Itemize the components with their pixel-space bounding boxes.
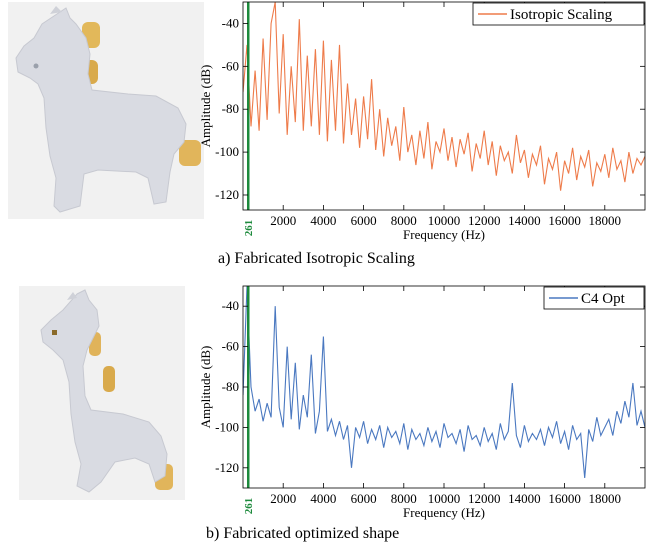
legend-box: [543, 286, 645, 310]
x-axis-label: Frequency (Hz): [403, 227, 485, 242]
y-tick-label: -100: [215, 419, 239, 434]
caption-a: a) Fabricated Isotropic Scaling: [218, 250, 415, 267]
x-tick-label: 10000: [428, 213, 461, 228]
x-tick-label: 16000: [548, 491, 581, 506]
series-line-0: [243, 286, 645, 478]
plot-frame: [242, 285, 646, 489]
y-tick-label: -60: [222, 339, 239, 354]
y-tick-label: -80: [222, 101, 239, 116]
legend-label: Isotropic Scaling: [510, 7, 613, 23]
x-tick-label: 8000: [391, 491, 417, 506]
x-tick-label: 18000: [589, 213, 622, 228]
x-tick-label: 6000: [351, 213, 377, 228]
y-axis-label: Amplitude (dB): [198, 65, 213, 148]
x-tick-label: 6000: [351, 491, 377, 506]
x-tick-label: 8000: [391, 213, 417, 228]
y-tick-label: -80: [222, 379, 239, 394]
legend-box: [472, 2, 645, 26]
x-tick-label: 4000: [310, 491, 336, 506]
caption-b: b) Fabricated optimized shape: [206, 525, 400, 542]
x-tick-label: 14000: [508, 491, 541, 506]
x-tick-label: 4000: [310, 213, 336, 228]
x-tick-label: 2000: [270, 213, 296, 228]
legend-label: C4 Opt: [581, 291, 626, 307]
x-tick-label: 12000: [468, 213, 501, 228]
photo-isotropic-giraffe: [8, 2, 204, 219]
y-tick-label: -40: [222, 298, 239, 313]
giraffe-isotropic-illustration: [8, 2, 204, 219]
x-axis-label: Frequency (Hz): [403, 505, 485, 520]
x-tick-label: 16000: [548, 213, 581, 228]
x-tick-label: 14000: [508, 213, 541, 228]
giraffe-optimized-illustration: [19, 286, 185, 500]
y-tick-label: -120: [215, 460, 239, 475]
x-tick-label: 2000: [270, 491, 296, 506]
photo-optimized-giraffe: [19, 286, 185, 500]
x-tick-label: 12000: [468, 491, 501, 506]
marker-label: 261: [243, 220, 255, 237]
y-axis-label: Amplitude (dB): [198, 346, 213, 429]
series-line-0: [243, 2, 645, 191]
y-tick-label: -100: [215, 144, 239, 159]
x-tick-label: 18000: [589, 491, 622, 506]
y-tick-label: -40: [222, 15, 239, 30]
y-tick-label: -120: [215, 187, 239, 202]
marker-label: 261: [243, 498, 255, 515]
y-tick-label: -60: [222, 58, 239, 73]
x-tick-label: 10000: [428, 491, 461, 506]
